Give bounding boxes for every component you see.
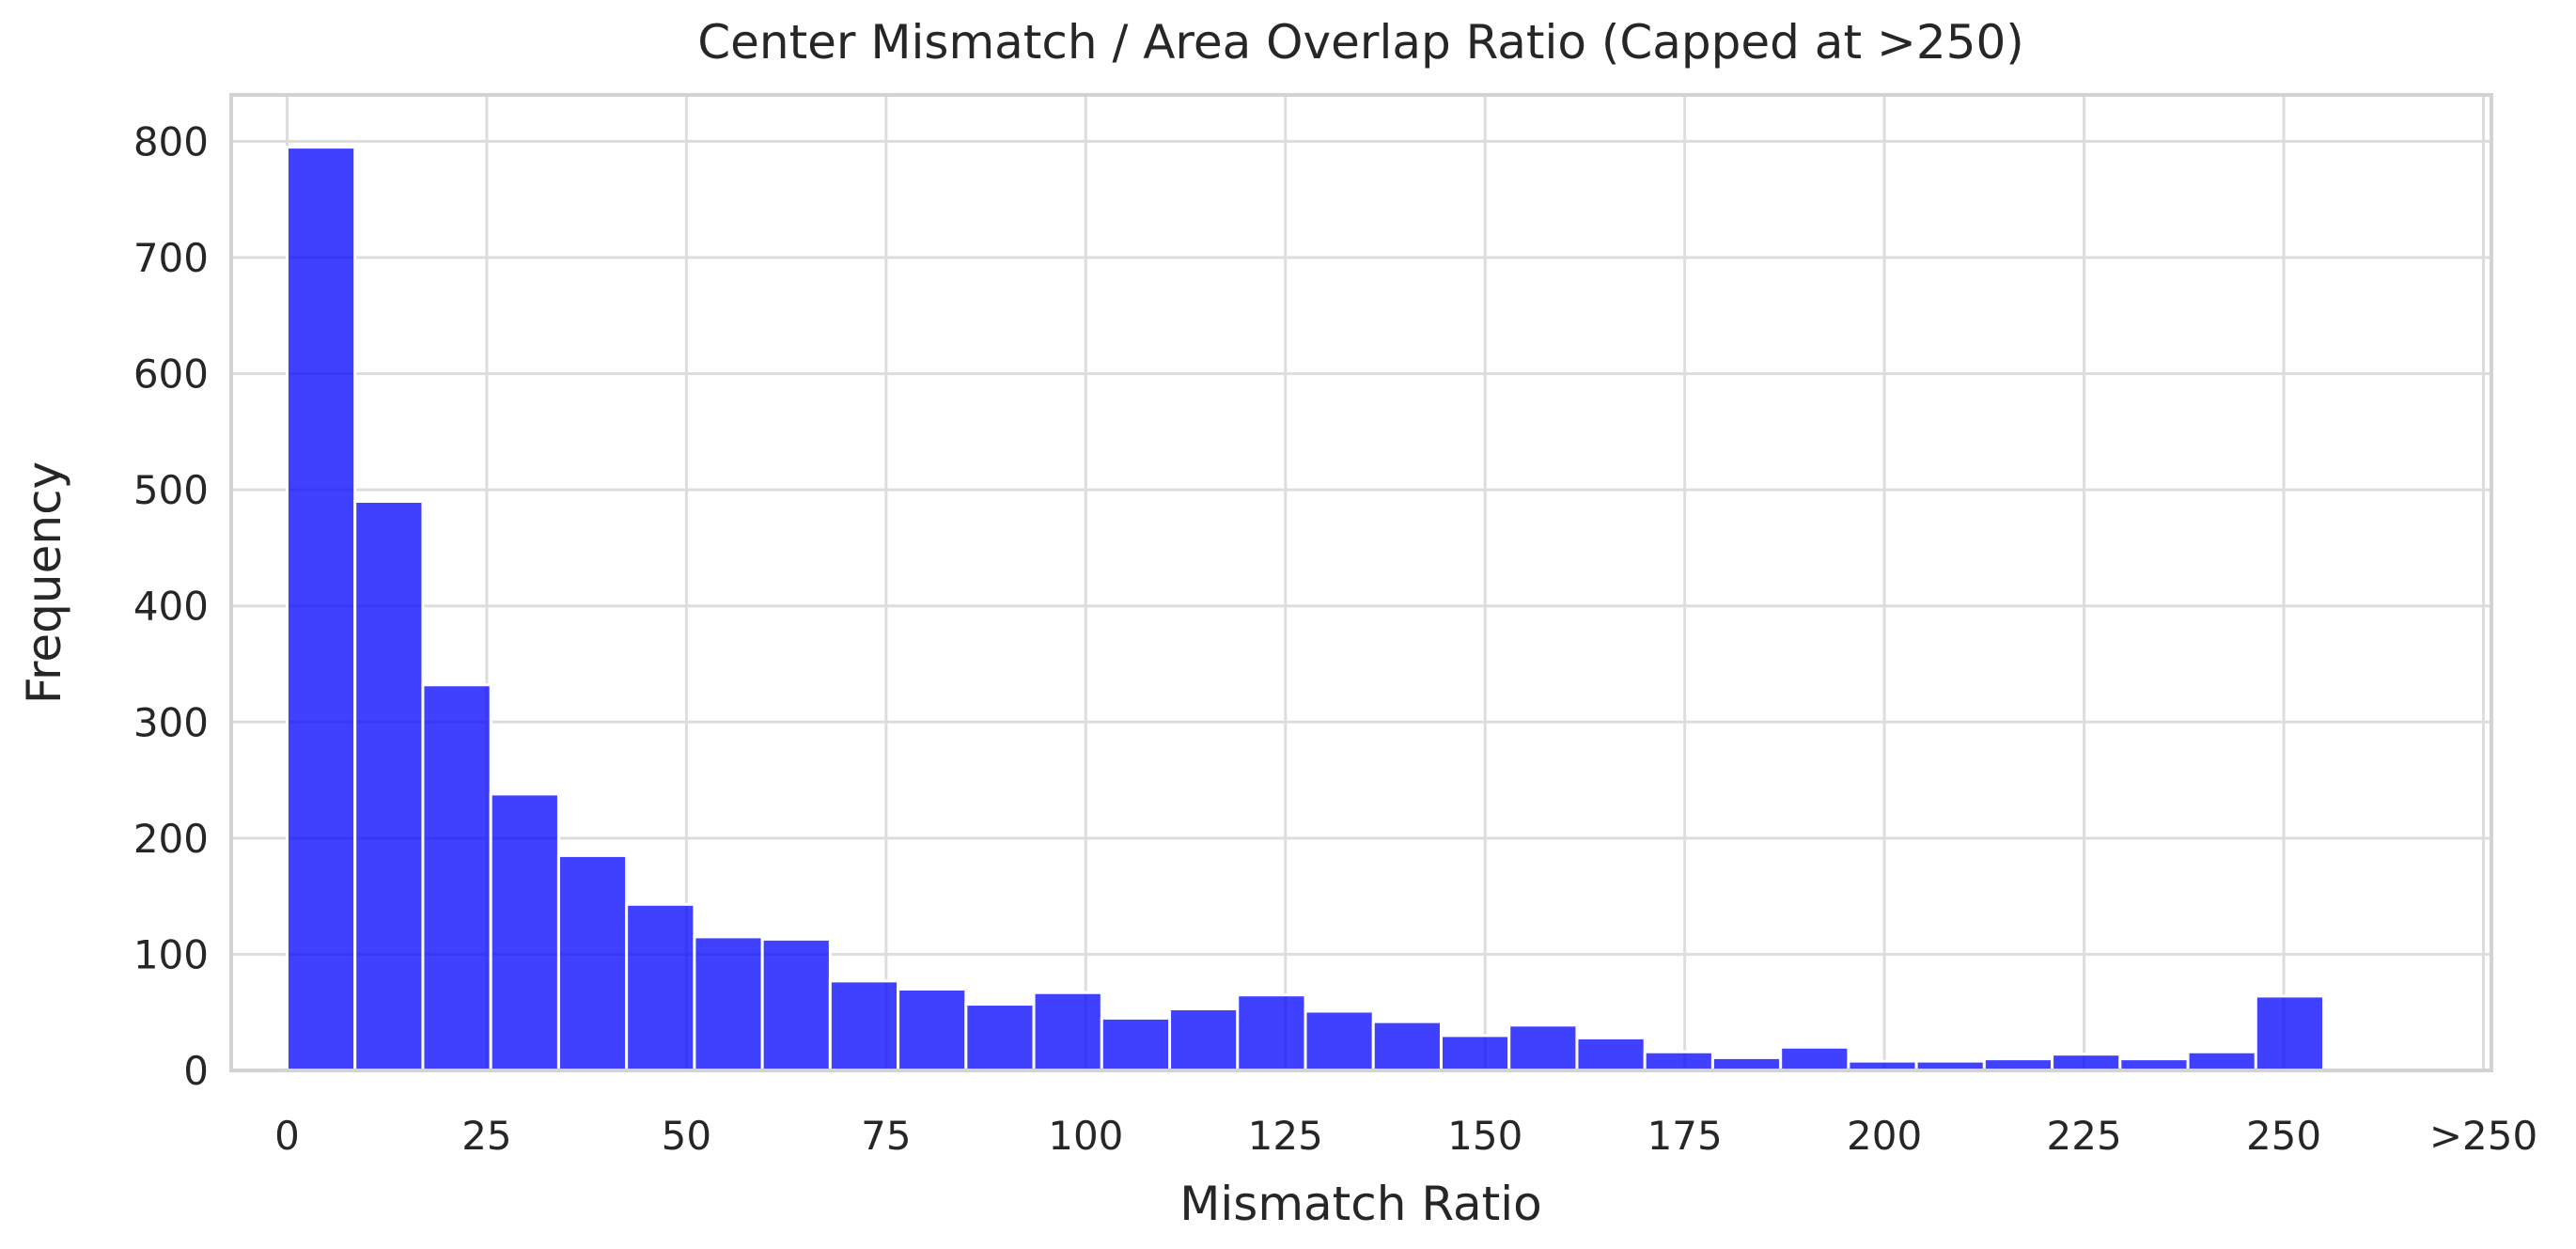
- y-tick-label: 600: [133, 351, 209, 398]
- y-axis-label: Frequency: [17, 461, 71, 704]
- chart-title: Center Mismatch / Area Overlap Ratio (Ca…: [697, 15, 2024, 70]
- histogram-bar: [1100, 1016, 1172, 1072]
- histogram-bar: [353, 500, 425, 1072]
- y-tick-label: 0: [183, 1048, 209, 1094]
- histogram-bar: [1168, 1007, 1240, 1072]
- x-tick-label: 0: [274, 1113, 300, 1159]
- histogram-bar: [1371, 1020, 1443, 1072]
- x-tick-label: 50: [662, 1113, 711, 1159]
- x-tick-label: 250: [2246, 1113, 2321, 1159]
- histogram-bar: [285, 146, 357, 1072]
- x-tick-label: >250: [2429, 1113, 2537, 1159]
- x-axis-label: Mismatch Ratio: [1179, 1177, 1541, 1231]
- histogram-bar: [2186, 1050, 2257, 1072]
- histogram-bar: [1779, 1045, 1850, 1072]
- x-tick-label: 100: [1048, 1113, 1123, 1159]
- histogram-bar: [421, 683, 492, 1072]
- y-tick-label: 700: [133, 235, 209, 281]
- x-tick-labels: 0 25 50 75 100 125 150 175 200 225 250 >250: [274, 1113, 2537, 1159]
- histogram-bar: [489, 792, 560, 1072]
- plot-frame: [229, 93, 2493, 1072]
- x-tick-label: 225: [2047, 1113, 2122, 1159]
- histogram-bar: [625, 902, 696, 1072]
- histogram-bar: [1643, 1050, 1714, 1072]
- histogram-bar: [897, 988, 968, 1072]
- histogram-bar: [1575, 1036, 1647, 1072]
- y-tick-label: 100: [133, 931, 209, 977]
- histogram-bar: [828, 979, 900, 1072]
- histogram-bar: [2051, 1053, 2122, 1072]
- histogram-bar: [1032, 991, 1103, 1072]
- x-tick-label: 125: [1248, 1113, 1323, 1159]
- x-tick-label: 150: [1447, 1113, 1522, 1159]
- histogram-bar: [1507, 1023, 1579, 1072]
- x-tick-label: 200: [1847, 1113, 1922, 1159]
- y-tick-label: 500: [133, 467, 209, 513]
- y-tick-label: 400: [133, 584, 209, 630]
- x-tick-label: 25: [461, 1113, 511, 1159]
- histogram-bar: [2254, 994, 2326, 1072]
- x-tick-label: 175: [1647, 1113, 1723, 1159]
- histogram-bar: [760, 937, 832, 1072]
- histogram-bar: [693, 935, 764, 1072]
- histogram-bar: [1304, 1009, 1375, 1072]
- histogram-bar: [556, 853, 629, 1072]
- y-tick-label: 200: [133, 816, 209, 862]
- y-tick-label: 300: [133, 699, 209, 745]
- histogram-bar: [1710, 1055, 1783, 1072]
- x-tick-label: 75: [861, 1113, 911, 1159]
- histogram-bar: [1439, 1034, 1511, 1072]
- histogram-bar: [1236, 993, 1307, 1072]
- histogram-bar: [964, 1003, 1036, 1072]
- y-tick-labels: 0 100 200 300 400 500 600 700 800: [133, 118, 209, 1094]
- y-tick-label: 800: [133, 118, 209, 164]
- bars: [285, 146, 2326, 1072]
